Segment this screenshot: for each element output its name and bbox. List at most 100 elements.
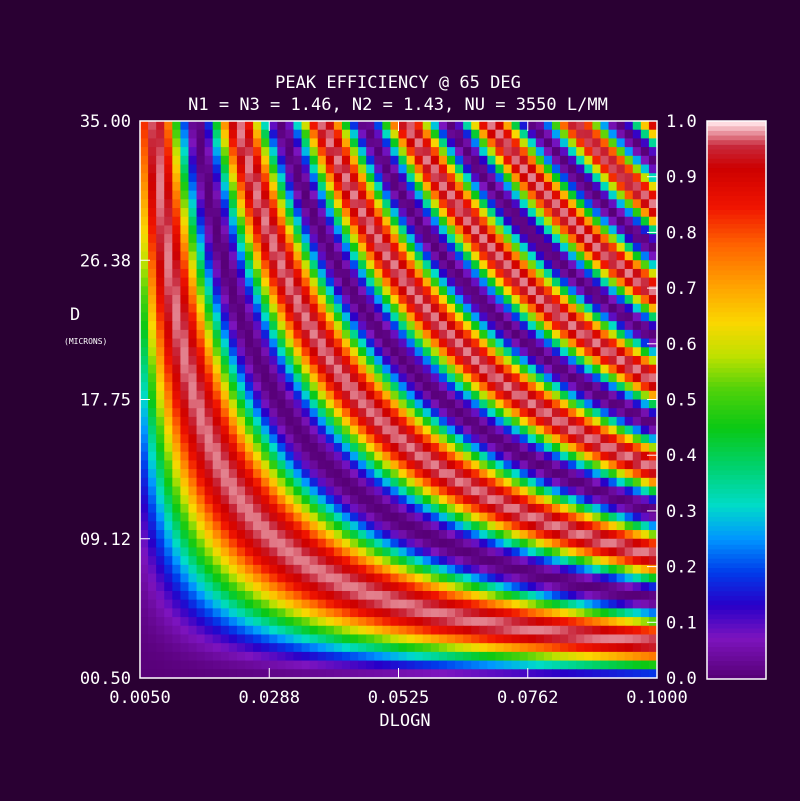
- heatmap-cell: [204, 634, 214, 644]
- heatmap-cell: [382, 625, 392, 636]
- heatmap-cell: [277, 625, 287, 636]
- heatmap-cell: [390, 643, 400, 653]
- heatmap-cell: [608, 321, 618, 331]
- heatmap-cell: [220, 521, 230, 531]
- heatmap-cell: [551, 286, 561, 296]
- heatmap-cell: [277, 486, 287, 496]
- heatmap-cell: [253, 268, 262, 279]
- heatmap-cell: [285, 190, 295, 200]
- heatmap-cell: [568, 364, 577, 374]
- heatmap-cell: [511, 643, 521, 653]
- heatmap-cell: [446, 416, 456, 427]
- heatmap-cell: [616, 164, 626, 174]
- heatmap-cell: [253, 260, 262, 270]
- heatmap-cell: [309, 434, 319, 444]
- heatmap-cell: [382, 208, 392, 218]
- heatmap-cell: [212, 425, 222, 435]
- heatmap-cell: [309, 338, 319, 348]
- heatmap-cell: [204, 399, 214, 409]
- heatmap-cell: [430, 260, 440, 270]
- heatmap-cell: [245, 234, 254, 244]
- heatmap-cell: [422, 355, 432, 366]
- x-tick-label: 0.0288: [239, 688, 300, 708]
- heatmap-cell: [471, 469, 480, 479]
- heatmap-cell: [632, 573, 642, 583]
- heatmap-cell: [560, 538, 569, 549]
- heatmap-cell: [479, 582, 488, 592]
- heatmap-cell: [535, 138, 545, 148]
- heatmap-cell: [616, 634, 626, 644]
- heatmap-cell: [325, 329, 335, 340]
- heatmap-cell: [374, 460, 383, 470]
- heatmap-cell: [148, 651, 157, 662]
- heatmap-cell: [519, 338, 529, 348]
- heatmap-cell: [519, 495, 529, 505]
- heatmap-cell: [414, 408, 424, 418]
- heatmap-cell: [511, 234, 521, 244]
- heatmap-cell: [584, 416, 593, 427]
- heatmap-cell: [560, 599, 569, 609]
- heatmap-cell: [261, 643, 270, 653]
- heatmap-cell: [156, 399, 165, 409]
- heatmap-cell: [188, 121, 198, 131]
- heatmap-cell: [527, 373, 537, 383]
- heatmap-cell: [261, 373, 270, 383]
- heatmap-cell: [341, 138, 351, 148]
- heatmap-cell: [317, 347, 327, 357]
- heatmap-cell: [406, 416, 416, 427]
- heatmap-cell: [228, 651, 238, 662]
- heatmap-cell: [220, 408, 230, 418]
- heatmap-cell: [495, 538, 505, 549]
- heatmap-cell: [212, 260, 222, 270]
- heatmap-cell: [204, 451, 214, 462]
- heatmap-cell: [527, 303, 537, 314]
- heatmap-cell: [390, 347, 400, 357]
- heatmap-cell: [398, 138, 408, 148]
- heatmap-cell: [568, 164, 577, 174]
- heatmap-cell: [519, 434, 529, 444]
- heatmap-cell: [277, 199, 287, 209]
- heatmap-cell: [317, 425, 327, 435]
- heatmap-cell: [422, 338, 432, 348]
- heatmap-cell: [608, 208, 618, 218]
- heatmap-cell: [277, 599, 287, 609]
- heatmap-cell: [648, 251, 658, 261]
- heatmap-cell: [350, 181, 359, 192]
- heatmap-cell: [640, 590, 650, 601]
- heatmap-cell: [406, 399, 416, 409]
- heatmap-cell: [568, 338, 577, 348]
- heatmap-cell: [398, 338, 408, 348]
- heatmap-cell: [446, 399, 456, 409]
- heatmap-cell: [487, 399, 497, 409]
- heatmap-cell: [317, 486, 327, 496]
- heatmap-cell: [471, 129, 480, 139]
- heatmap-cell: [632, 590, 642, 601]
- heatmap-cell: [535, 286, 545, 296]
- heatmap-cell: [309, 660, 319, 670]
- heatmap-cell: [576, 512, 585, 522]
- heatmap-cell: [487, 216, 497, 227]
- heatmap-cell: [511, 121, 521, 131]
- heatmap-cell: [527, 181, 537, 192]
- heatmap-cell: [551, 303, 561, 314]
- heatmap-cell: [479, 503, 488, 514]
- heatmap-cell: [374, 312, 383, 322]
- heatmap-cell: [471, 338, 480, 348]
- heatmap-cell: [503, 138, 513, 148]
- heatmap-cell: [495, 382, 505, 392]
- heatmap-cell: [245, 321, 254, 331]
- heatmap-cell: [358, 547, 367, 557]
- heatmap-cell: [600, 538, 610, 549]
- heatmap-cell: [180, 190, 190, 200]
- heatmap-cell: [188, 225, 198, 235]
- heatmap-cell: [196, 373, 206, 383]
- heatmap-cell: [382, 608, 392, 618]
- heatmap-cell: [584, 564, 593, 575]
- heatmap-cell: [293, 181, 303, 192]
- heatmap-cell: [164, 373, 173, 383]
- heatmap-cell: [568, 416, 577, 427]
- heatmap-cell: [293, 364, 303, 374]
- heatmap-cell: [463, 286, 472, 296]
- heatmap-cell: [551, 669, 561, 679]
- heatmap-cell: [261, 355, 270, 366]
